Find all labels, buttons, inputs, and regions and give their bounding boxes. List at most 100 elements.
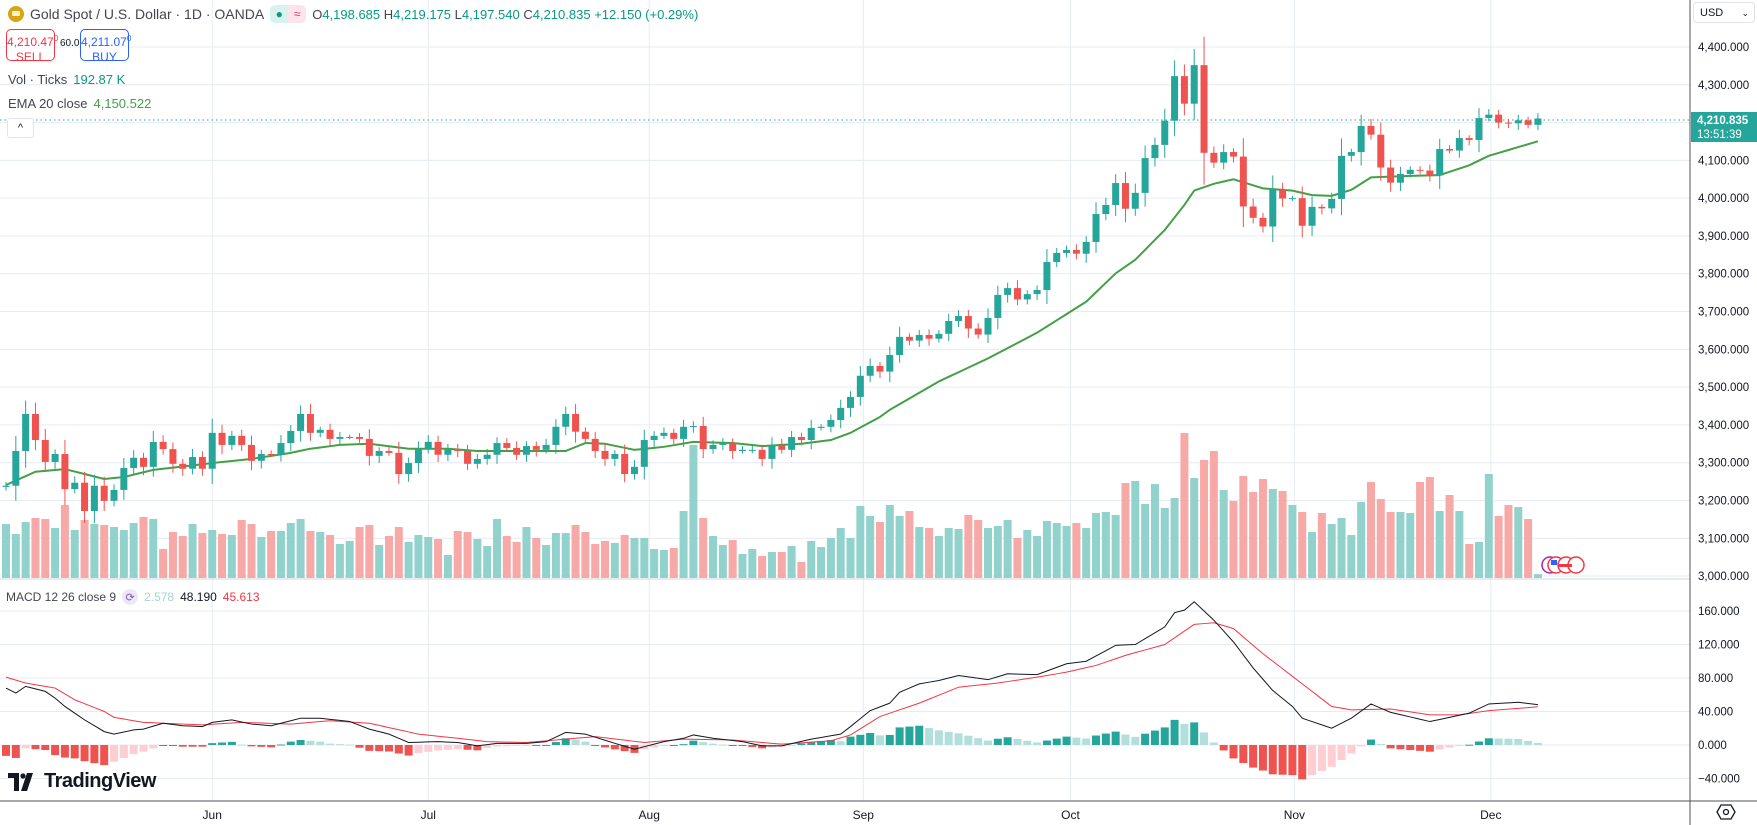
volume-bar — [601, 541, 610, 578]
status-pill[interactable]: ● ≈ — [270, 5, 307, 23]
settings-icon[interactable] — [1716, 803, 1736, 821]
candle-body — [1151, 144, 1159, 159]
symbol-legend: Gold Spot / U.S. Dollar · 1D · OANDA ● ≈… — [8, 5, 698, 23]
volume-bar — [384, 536, 393, 578]
volume-legend[interactable]: Vol · Ticks 192.87 K — [8, 72, 125, 87]
macd-histogram-bar — [394, 745, 403, 754]
tradingview-logo-text: TradingView — [44, 770, 156, 792]
ema-legend[interactable]: EMA 20 close 4,150.522 — [8, 96, 151, 111]
candle-body — [621, 453, 629, 475]
volume-bar — [1141, 504, 1150, 578]
volume-bar — [1357, 502, 1366, 578]
candle-body — [601, 450, 609, 459]
candle-body — [788, 436, 796, 450]
economic-events[interactable] — [1541, 556, 1585, 574]
volume-bar — [640, 538, 649, 578]
macd-histogram-bar — [944, 731, 953, 745]
candle-body — [1514, 120, 1522, 124]
macd-histogram-bar — [1308, 745, 1317, 776]
volume-bar — [473, 539, 482, 578]
volume-bar — [11, 534, 20, 578]
buy-button[interactable]: 4,211.070 BUY — [80, 29, 131, 64]
macd-histogram-bar — [718, 744, 727, 746]
macd-tick-label: 40.000 — [1698, 707, 1733, 719]
volume-bar — [630, 538, 639, 578]
volume-bar — [551, 533, 560, 578]
candle-body — [228, 435, 236, 445]
volume-bar — [1209, 451, 1218, 578]
volume-bar — [1062, 526, 1071, 578]
currency-selector[interactable]: USD ⌄ — [1693, 2, 1755, 23]
macd-histogram-bar — [247, 745, 256, 747]
chevron-down-icon: ⌄ — [1741, 8, 1749, 18]
candle-body — [1072, 249, 1080, 254]
macd-histogram-bar — [404, 745, 413, 756]
candle-body — [1023, 294, 1031, 300]
refresh-cycle-icon[interactable]: ⟳ — [122, 589, 139, 605]
macd-histogram-bar — [620, 745, 629, 752]
volume-bar — [119, 530, 128, 578]
symbol-title[interactable]: Gold Spot / U.S. Dollar · 1D · OANDA — [30, 6, 265, 22]
candle-body — [1288, 198, 1296, 200]
price-tick-label: 3,600.000 — [1698, 344, 1749, 356]
macd-histogram-bar — [934, 730, 943, 745]
macd-histogram-bar — [728, 745, 737, 746]
macd-histogram-bar — [443, 745, 452, 750]
candle-body — [984, 317, 992, 335]
volume-bar — [483, 546, 492, 578]
close-label: C — [523, 6, 533, 22]
current-price-tag: 4,210.835 13:51:39 — [1691, 112, 1757, 142]
volume-bar — [1219, 490, 1228, 578]
candle-body — [1328, 198, 1336, 209]
volume-bar — [1308, 532, 1317, 578]
volume-bar — [826, 538, 835, 578]
macd-histogram-bar — [1141, 733, 1150, 745]
volume-bar — [1366, 482, 1375, 578]
candle-body — [1298, 198, 1306, 226]
volume-bar — [365, 525, 374, 578]
volume-bar — [591, 544, 600, 578]
macd-histogram-bar — [1317, 745, 1326, 771]
time-tick-label: Jul — [420, 808, 436, 822]
volume-value: 192.87 K — [73, 72, 126, 87]
volume-bar — [149, 519, 158, 578]
volume-bar — [178, 536, 187, 578]
candle-body — [1279, 189, 1287, 199]
macd-histogram-bar — [424, 745, 433, 752]
macd-histogram-bar — [208, 743, 217, 745]
volume-bar — [1258, 479, 1267, 578]
sell-button[interactable]: 4,210.470 SELL — [6, 29, 58, 64]
candle-body — [611, 453, 619, 459]
candle-body — [12, 450, 20, 486]
current-price-value: 4,210.835 — [1697, 115, 1749, 127]
volume-bar — [463, 532, 472, 578]
candle-body — [306, 413, 314, 433]
candle-body — [1308, 206, 1316, 226]
candle-body — [1377, 134, 1385, 168]
price-axis[interactable]: 4,400.000 4,300.000 4,100.000 4,000.000 3,90… — [1698, 42, 1749, 786]
ema-value: 4,150.522 — [93, 96, 152, 111]
volume-bar — [1101, 512, 1110, 578]
candle-body — [630, 466, 638, 475]
macd-histogram-bar — [1298, 745, 1307, 780]
candle-body — [905, 336, 913, 341]
macd-histogram-bar — [974, 738, 983, 745]
volume-bar — [267, 531, 276, 578]
candle-body — [817, 426, 825, 428]
volume-bar — [80, 520, 89, 578]
macd-histogram-bar — [1033, 742, 1042, 745]
volume-bar — [1425, 477, 1434, 578]
candle-body — [1259, 217, 1267, 227]
candle-body — [395, 452, 403, 475]
volume-bar — [424, 537, 433, 578]
macd-histogram-bar — [807, 741, 816, 745]
candle-body — [1210, 152, 1218, 163]
macd-histogram-bar — [1514, 738, 1523, 745]
volume-bar — [404, 542, 413, 578]
collapse-legend-button[interactable]: ^ — [7, 118, 34, 138]
open-label: O — [312, 6, 323, 22]
volume-bar — [679, 511, 688, 578]
macd-legend[interactable]: MACD 12 26 close 9 ⟳ 2.578 48.190 45.613 — [6, 589, 260, 605]
tradingview-logo[interactable]: TradingView — [8, 770, 156, 793]
